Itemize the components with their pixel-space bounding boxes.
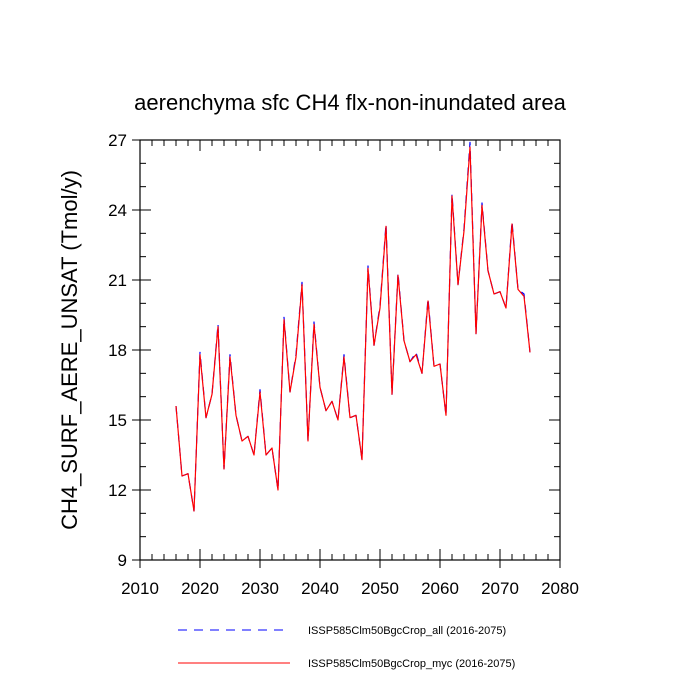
x-tick-label: 2060 xyxy=(421,579,459,598)
x-tick-label: 2020 xyxy=(181,579,219,598)
plot-frame xyxy=(139,139,561,561)
tick-labels: 2010 2020 2030 2040 2050 2060 2070 2080 9 12 15 18 2… xyxy=(108,131,579,598)
x-tick-label: 2010 xyxy=(121,579,159,598)
axis-ticks xyxy=(132,139,561,568)
x-tick-label: 2080 xyxy=(541,579,579,598)
series-line-2 xyxy=(175,146,531,512)
legend: ISSP585Clm50BgcCrop_all (2016-2075) ISSP5… xyxy=(178,625,515,670)
y-tick-label: 15 xyxy=(108,411,127,430)
x-tick-label: 2040 xyxy=(301,579,339,598)
x-tick-label: 2030 xyxy=(241,579,279,598)
y-tick-label: 9 xyxy=(118,551,127,570)
y-tick-label: 12 xyxy=(108,481,127,500)
y-tick-label: 27 xyxy=(108,131,127,150)
plot-lines xyxy=(175,141,531,512)
legend-label-1: ISSP585Clm50BgcCrop_all (2016-2075) xyxy=(308,625,506,637)
chart-title: aerenchyma sfc CH4 flx-non-inundated are… xyxy=(134,90,566,115)
x-tick-label: 2070 xyxy=(481,579,519,598)
y-tick-label: 18 xyxy=(108,341,127,360)
y-tick-label: 21 xyxy=(108,271,127,290)
legend-label-2: ISSP585Clm50BgcCrop_myc (2016-2075) xyxy=(308,658,515,670)
y-axis-label: CH4_SURF_AERE_UNSAT (Tmol/y) xyxy=(57,170,82,530)
x-tick-label: 2050 xyxy=(361,579,399,598)
y-tick-label: 24 xyxy=(108,201,127,220)
